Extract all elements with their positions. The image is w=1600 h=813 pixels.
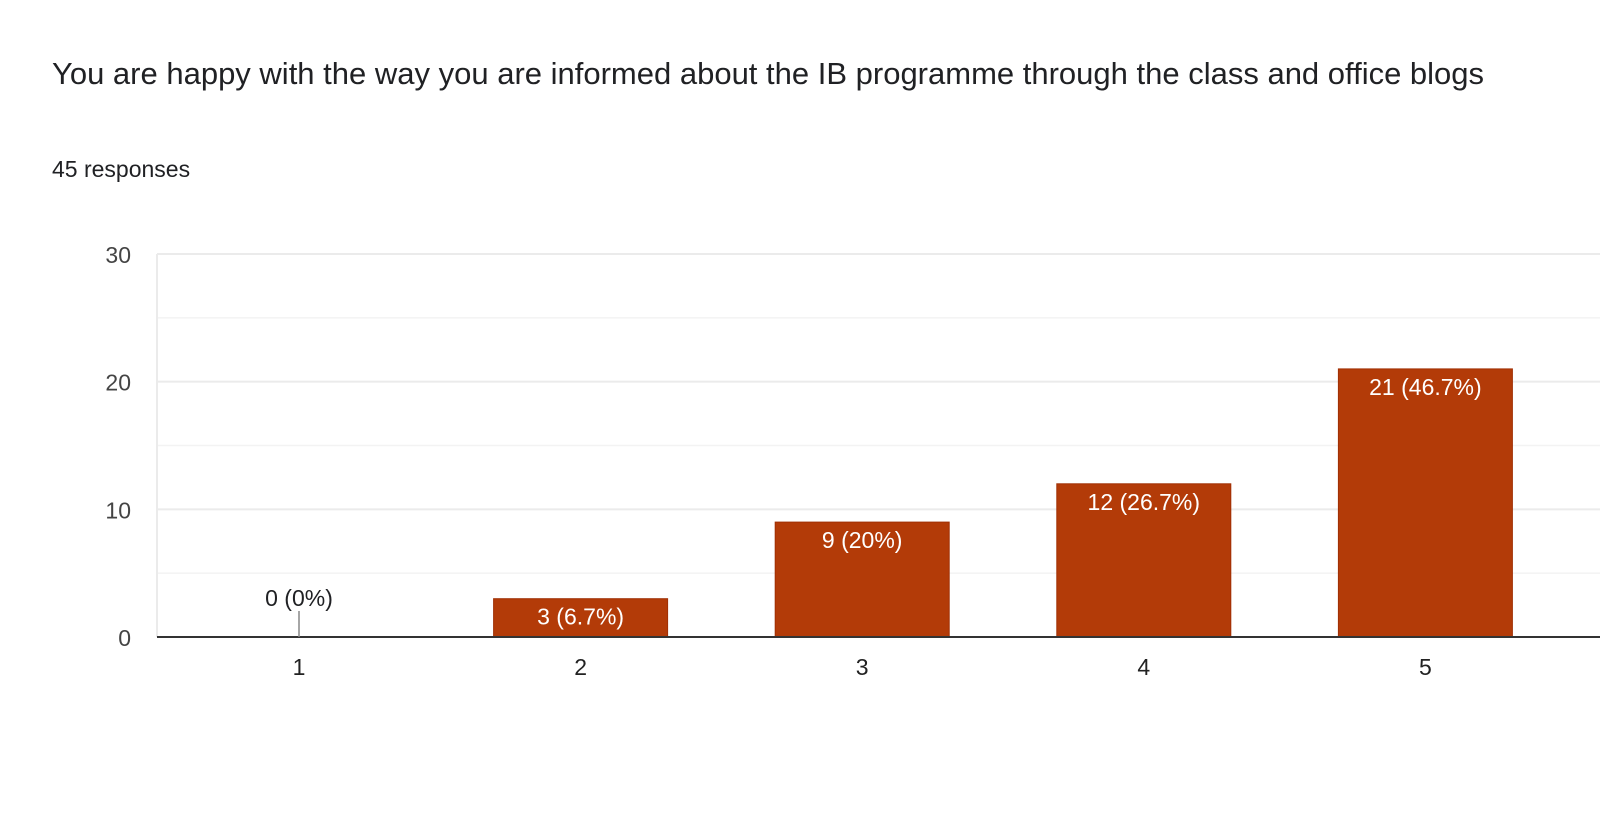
chart-data-labels: 0 (0%) 3 (6.7%) 9 (20%) 12 (26.7%) 21 (46.7%… bbox=[265, 374, 1482, 637]
x-tick-label: 2 bbox=[574, 654, 587, 680]
question-title: You are happy with the way you are infor… bbox=[52, 56, 1485, 91]
y-tick-label: 0 bbox=[118, 625, 131, 651]
bar-3 bbox=[774, 521, 950, 638]
x-tick-label: 5 bbox=[1419, 654, 1432, 680]
data-label-2: 3 (6.7%) bbox=[537, 604, 624, 630]
bar-5 bbox=[1337, 368, 1513, 638]
chart-bars bbox=[493, 368, 1513, 638]
x-tick-label: 1 bbox=[293, 654, 306, 680]
data-label-4: 12 (26.7%) bbox=[1088, 489, 1201, 515]
y-tick-label: 10 bbox=[105, 497, 131, 523]
x-tick-label: 3 bbox=[856, 654, 869, 680]
data-label-3: 9 (20%) bbox=[822, 527, 903, 553]
data-label-5: 21 (46.7%) bbox=[1369, 374, 1482, 400]
chart-axes: 0 10 20 30 1 2 3 4 5 bbox=[105, 242, 1600, 680]
response-count: 45 responses bbox=[52, 156, 191, 182]
y-tick-label: 30 bbox=[105, 242, 131, 268]
bar-4 bbox=[1056, 483, 1232, 638]
y-tick-label: 20 bbox=[105, 370, 131, 396]
bar-2 bbox=[493, 598, 669, 638]
data-label-1: 0 (0%) bbox=[265, 585, 333, 611]
x-tick-label: 4 bbox=[1137, 654, 1150, 680]
